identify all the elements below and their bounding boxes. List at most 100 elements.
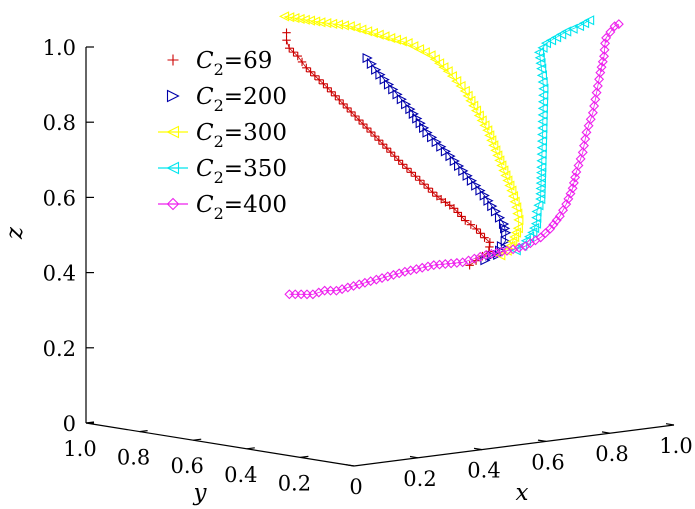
series-400: [284, 19, 624, 300]
triangle-left-marker: [419, 47, 430, 58]
triangle-right-marker: [466, 175, 478, 186]
plus-marker: [323, 83, 332, 93]
triangle-left-marker: [462, 90, 473, 101]
legend-label: C2=350: [196, 156, 287, 187]
plus-marker: [327, 87, 336, 97]
triangle-left-marker: [533, 200, 544, 211]
plus-marker: [285, 43, 294, 53]
plus-marker: [282, 35, 291, 45]
triangle-left-marker: [537, 96, 549, 107]
diamond-marker: [371, 274, 382, 285]
triangle-left-marker: [534, 52, 545, 63]
diamond-marker: [583, 120, 594, 131]
axis-labels: x y z: [2, 226, 529, 506]
diamond-marker: [514, 242, 525, 253]
plus-marker: [480, 233, 489, 242]
triangle-left-marker: [332, 19, 344, 30]
legend-item-69: C2=69: [167, 48, 272, 79]
diamond-marker: [592, 80, 603, 91]
triangle-left-marker: [513, 214, 524, 225]
z-tick-label: 1.0: [43, 36, 76, 60]
triangle-left-marker: [531, 212, 542, 223]
triangle-left-marker: [535, 167, 547, 178]
triangle-left-marker: [408, 41, 419, 52]
triangle-left-marker: [537, 129, 548, 140]
triangle-right-marker: [454, 160, 465, 172]
diamond-marker: [491, 247, 502, 258]
triangle-right-marker: [419, 122, 430, 134]
diamond-marker: [599, 51, 610, 62]
triangle-left-marker: [512, 223, 523, 234]
plus-marker: [419, 180, 429, 189]
y-tick-mark: [139, 430, 148, 433]
legend-item-400: C2=400: [158, 192, 287, 223]
triangle-right-marker: [445, 151, 456, 162]
diamond-marker: [166, 197, 180, 211]
triangle-left-marker: [536, 155, 547, 166]
triangle-left-marker: [476, 115, 487, 126]
y-tick-label: 0.4: [224, 463, 257, 487]
plus-marker: [398, 160, 407, 169]
x-tick-label: 0.2: [403, 467, 436, 491]
plus-marker: [402, 164, 412, 173]
plus-marker: [358, 119, 368, 129]
diamond-marker: [573, 160, 584, 171]
diamond-marker: [567, 183, 578, 194]
plus-marker: [293, 51, 302, 61]
triangle-right-marker: [471, 180, 482, 191]
diamond-marker: [585, 114, 596, 125]
plus-marker: [366, 127, 376, 137]
triangle-left-marker: [425, 50, 436, 61]
plus-marker: [453, 208, 462, 217]
triangle-right-marker: [440, 146, 452, 157]
legend-label: C2=300: [196, 120, 287, 151]
triangle-right-marker: [495, 245, 506, 256]
x-tick-label: 0.4: [467, 459, 500, 483]
triangle-right-marker: [427, 132, 438, 143]
series-line: [515, 19, 590, 251]
triangle-left-marker: [561, 26, 572, 37]
plus-marker: [472, 224, 481, 234]
triangle-left-marker: [556, 29, 567, 40]
diamond-marker: [579, 140, 589, 151]
plus-marker: [314, 75, 324, 84]
plus-marker: [390, 152, 399, 161]
plus-marker: [441, 198, 450, 207]
triangle-left-marker: [310, 16, 321, 27]
plus-marker: [461, 216, 470, 225]
triangle-left-marker: [535, 178, 546, 189]
y-tick-label: 0.2: [278, 471, 311, 495]
diamond-marker: [486, 248, 497, 259]
plus-marker: [465, 261, 474, 270]
triangle-left-marker: [321, 18, 332, 29]
diamond-marker: [587, 107, 598, 118]
triangle-left-marker: [573, 21, 585, 32]
triangle-left-marker: [536, 162, 547, 173]
triangle-left-marker: [166, 161, 180, 175]
diamond-marker: [609, 21, 620, 32]
triangle-left-marker: [537, 42, 548, 53]
z-tick-label: 0.6: [43, 186, 76, 210]
triangle-left-marker: [537, 76, 548, 88]
triangle-left-marker: [284, 12, 295, 23]
plus-marker: [310, 71, 320, 81]
diamond-marker: [405, 265, 416, 276]
triangle-right-marker: [396, 94, 407, 105]
y-tick-mark: [246, 447, 255, 450]
plus-marker: [457, 212, 466, 221]
triangle-left-marker: [536, 63, 547, 74]
x-axis-line: [353, 424, 675, 467]
tick-labels: 0 0.2 0.4 0.6 0.8 1.0 1.0 0.8 0.6 0.4 0.2 0 0.2 0.4 0.…: [43, 36, 693, 499]
diamond-marker: [568, 177, 579, 188]
diamond-marker: [417, 262, 428, 273]
triangle-left-marker: [537, 122, 548, 134]
triangle-left-marker: [536, 70, 547, 81]
triangle-left-marker: [510, 227, 522, 238]
plus-marker: [306, 67, 315, 77]
legend-label: C2=200: [196, 84, 287, 115]
plus-marker: [362, 123, 372, 133]
triangle-right-marker: [408, 108, 419, 119]
series-200: [362, 52, 512, 266]
triangle-right-marker: [494, 212, 506, 223]
plus-marker: [374, 135, 384, 145]
